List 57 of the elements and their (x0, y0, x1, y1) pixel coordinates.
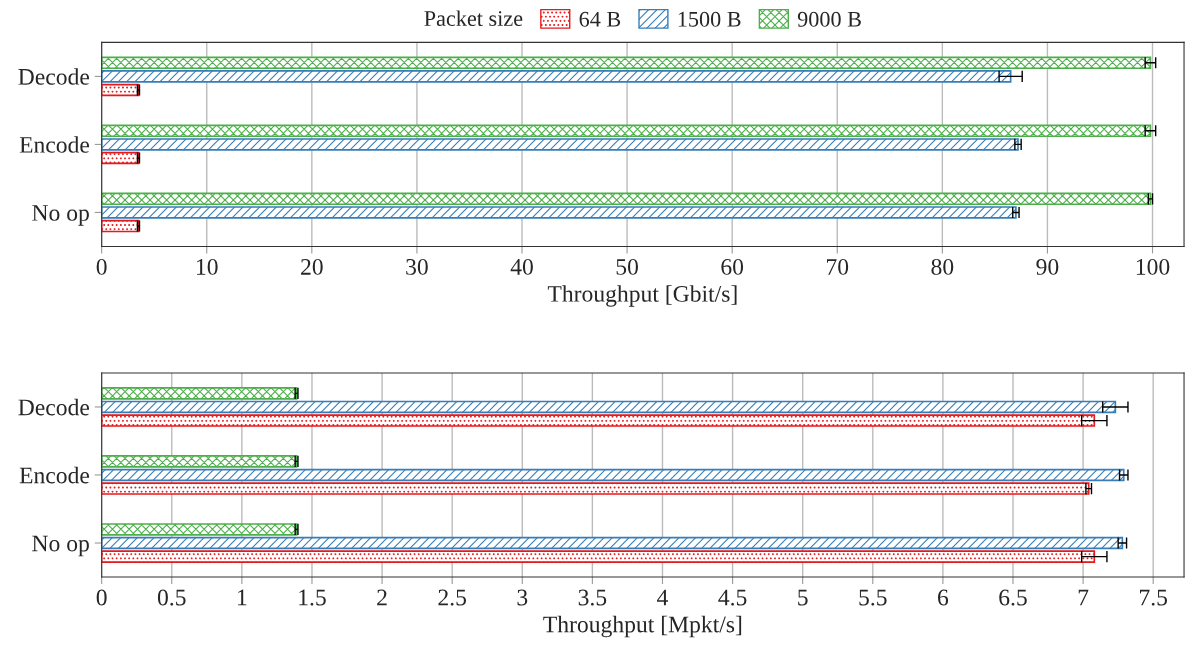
y-tick-label: No op (32, 205, 89, 226)
x-tick-label: 0.5 (157, 589, 186, 606)
legend-title: Packet size (424, 10, 523, 27)
bar (101, 536, 1124, 550)
x-tick-label: 3 (517, 589, 528, 606)
bar (101, 550, 1096, 563)
bar (101, 523, 298, 536)
bar (101, 482, 1090, 495)
bar (101, 206, 1017, 219)
y-tick-label: Encode (19, 466, 90, 484)
bar (101, 468, 1125, 482)
x-tick-label: 7.5 (1139, 589, 1168, 606)
y-tick-label: Decode (18, 398, 90, 416)
bar (101, 56, 1152, 70)
y-tick-label: Encode (19, 136, 90, 153)
x-tick-label: 0 (96, 258, 107, 275)
x-axis-title: Throughput [Gbit/s] (547, 285, 737, 307)
x-tick-label: 1 (238, 589, 247, 606)
legend-label: 9000 B (797, 11, 861, 27)
x-tick-label: 90 (1036, 258, 1059, 275)
bar (101, 400, 1117, 414)
bar (101, 124, 1152, 138)
bar (101, 192, 1152, 206)
bar (101, 83, 140, 97)
x-tick-label: 3.5 (578, 589, 607, 606)
x-tick-label: 50 (616, 258, 638, 275)
x-tick-label: 7 (1078, 589, 1089, 606)
x-tick-label: 30 (406, 258, 428, 275)
x-tick-label: 5.5 (859, 589, 887, 606)
x-axis-title: Throughput [Mpkt/s] (543, 615, 742, 638)
x-tick-label: 6.5 (999, 589, 1027, 606)
bar (101, 138, 1019, 151)
x-tick-label: 70 (827, 258, 849, 275)
x-tick-label: 4.5 (718, 589, 747, 606)
y-tick-label: Decode (18, 68, 90, 85)
x-tick-label: 1.5 (299, 589, 326, 606)
x-tick-label: 2 (377, 589, 387, 606)
bar (101, 414, 1096, 427)
x-tick-label: 10 (197, 258, 218, 275)
x-tick-label: 60 (721, 258, 744, 275)
x-tick-label: 80 (931, 258, 954, 275)
x-tick-label: 100 (1136, 258, 1170, 275)
x-tick-label: 4 (657, 589, 669, 606)
bar (101, 219, 140, 233)
bar (101, 387, 298, 400)
legend-label: 64 B (579, 11, 621, 27)
x-tick-label: 5 (798, 589, 808, 606)
y-tick-label: No op (32, 535, 89, 557)
legend-label: 1500 B (678, 11, 741, 27)
x-tick-label: 40 (510, 258, 533, 275)
x-tick-label: 20 (301, 258, 323, 275)
x-tick-label: 6 (938, 589, 949, 606)
x-tick-label: 2.5 (438, 589, 467, 606)
bar (101, 70, 1012, 83)
x-tick-label: 0 (96, 589, 107, 606)
bar (101, 455, 298, 468)
bar (101, 151, 140, 165)
